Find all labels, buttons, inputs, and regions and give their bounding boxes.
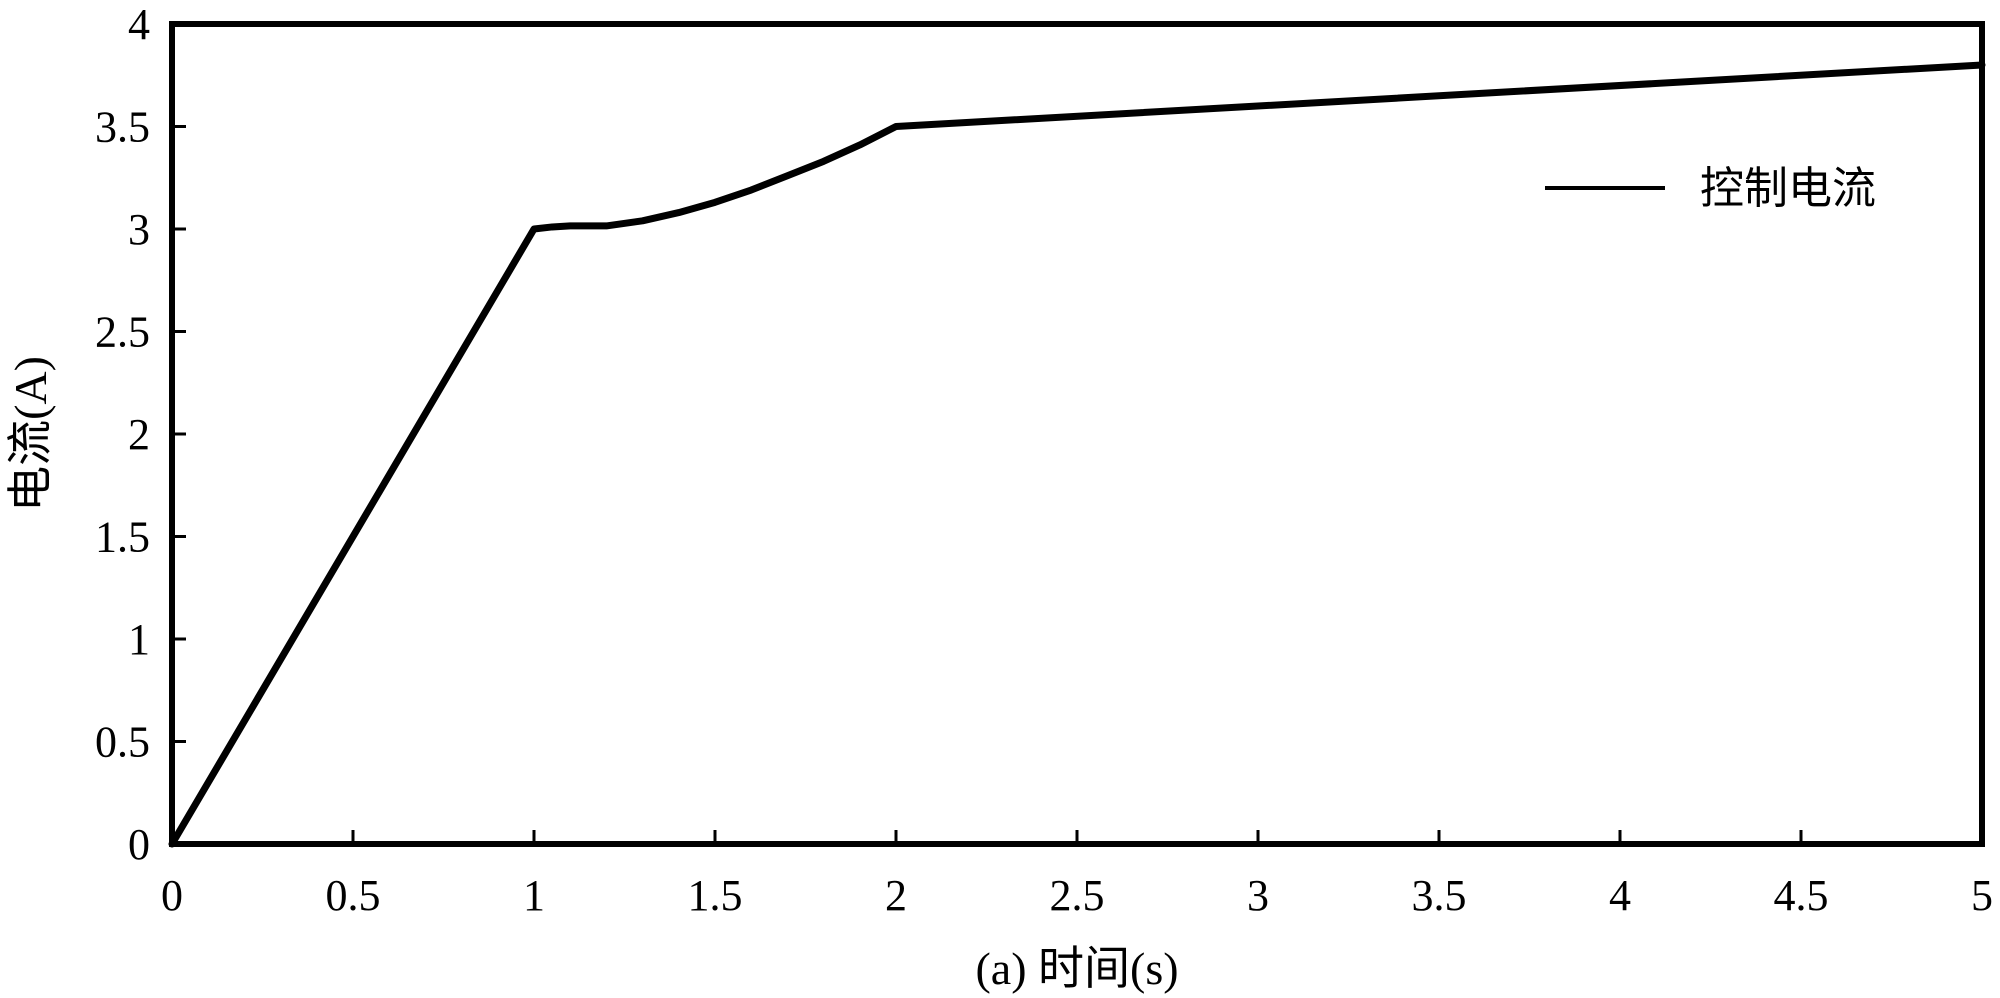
plot-area [169, 21, 1985, 847]
y-tick-label: 2.5 [95, 308, 150, 357]
x-tick-label: 3.5 [1412, 871, 1467, 920]
x-tick-label: 0.5 [326, 871, 381, 920]
x-axis-ticks: 0 0.5 1 1.5 2 2.5 3 3.5 4 4.5 5 [161, 830, 1993, 920]
x-tick-label: 2.5 [1050, 871, 1105, 920]
series-line [168, 61, 1986, 848]
y-tick-label: 1.5 [95, 513, 150, 562]
x-tick-label: 3 [1247, 871, 1269, 920]
y-tick-label: 0.5 [95, 718, 150, 767]
y-tick-label: 2 [128, 410, 150, 459]
legend: 控制电流 [1545, 164, 1876, 213]
x-tick-label: 2 [885, 871, 907, 920]
x-tick-label: 4 [1609, 871, 1631, 920]
x-tick-label: 1 [523, 871, 545, 920]
y-tick-label: 4 [128, 0, 150, 49]
x-tick-label: 5 [1971, 871, 1993, 920]
x-axis-label: (a) 时间(s) [975, 943, 1178, 994]
y-tick-label: 1 [128, 615, 150, 664]
series-group [168, 61, 1986, 848]
x-tick-label: 4.5 [1774, 871, 1829, 920]
y-axis-label: 电流(A) [5, 356, 56, 512]
x-tick-label: 1.5 [688, 871, 743, 920]
y-tick-label: 0 [128, 820, 150, 869]
y-tick-label: 3.5 [95, 103, 150, 152]
x-tick-label: 0 [161, 871, 183, 920]
y-tick-label: 3 [128, 205, 150, 254]
legend-entry-label: 控制电流 [1700, 164, 1876, 213]
y-axis-ticks: 0 0.5 1 1.5 2 2.5 3 3.5 4 [95, 0, 186, 869]
